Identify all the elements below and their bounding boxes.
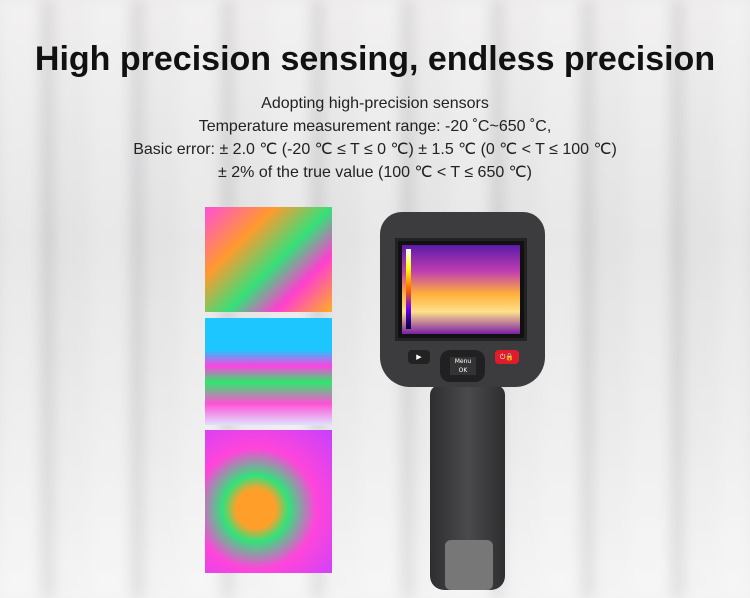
play-button[interactable]: ▶ [408,350,430,364]
description-line: Basic error: ± 2.0 ℃ (-20 ℃ ≤ T ≤ 0 ℃) ±… [133,141,617,158]
thermal-image-gears [205,430,332,573]
description-line: Temperature measurement range: -20 ˚C~65… [198,118,552,135]
play-icon: ▶ [416,353,422,361]
menu-ok-button[interactable]: Menu OK [450,357,476,375]
camera-screen [395,238,527,341]
camera-battery-base [445,540,493,590]
menu-label: Menu [454,358,472,365]
thermal-image-electrical-panel [205,207,332,312]
power-lock-icon: ⏻🔒 [499,352,515,361]
description: Adopting high-precision sensors Temperat… [0,92,750,184]
ok-label: OK [458,367,468,374]
thermal-preview [402,245,520,334]
thermal-image-machinery [205,318,332,425]
power-lock-button[interactable]: ⏻🔒 [495,350,519,364]
description-line: Adopting high-precision sensors [261,95,489,112]
headline: High precision sensing, endless precisio… [34,40,716,78]
description-line: ± 2% of the true value (100 ℃ < T ≤ 650 … [218,164,532,181]
color-scale-bar [406,249,411,329]
